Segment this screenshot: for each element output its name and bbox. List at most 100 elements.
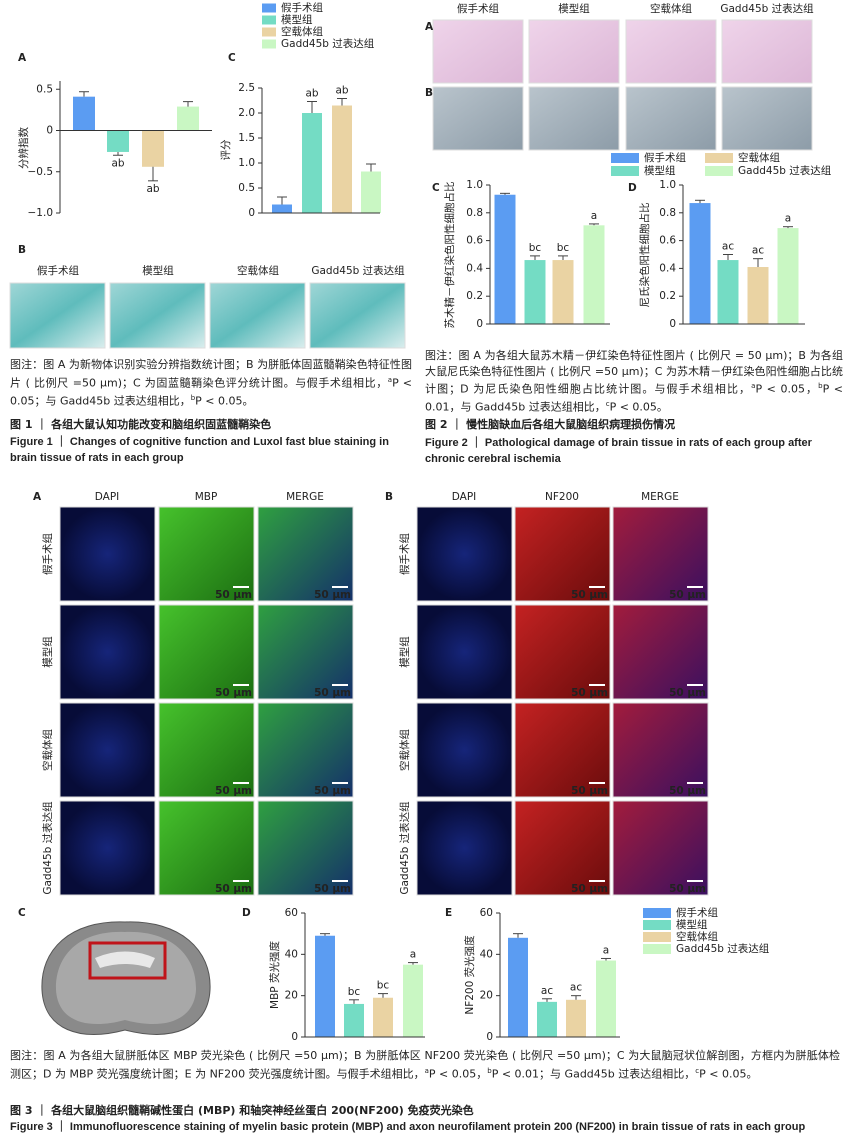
micrograph: [158, 604, 255, 700]
bar: [332, 105, 352, 213]
caption-superscript: a: [387, 375, 393, 384]
image-label: 模型组: [142, 264, 174, 277]
panel-letter: D: [628, 182, 637, 194]
caption: 图注：图 A 为各组大鼠胼胝体区 MBP 荧光染色 ( 比例尺 =50 μm)；…: [10, 1048, 840, 1082]
y-tick-label: 2.5: [238, 82, 255, 94]
micrograph: [514, 604, 611, 700]
significance-label: bc: [529, 242, 542, 254]
caption-superscript: a: [424, 1066, 429, 1075]
legend-swatch: [643, 944, 671, 954]
bar: [107, 130, 129, 152]
y-tick-label: 1.5: [238, 132, 255, 144]
panel-letter: C: [18, 907, 26, 919]
y-tick-label: 0: [248, 207, 255, 219]
caption-superscript: c: [695, 1066, 700, 1075]
scale-bar-label: 50 μm: [669, 589, 706, 601]
scale-bar-label: 50 μm: [215, 883, 252, 895]
caption-superscript: c: [605, 400, 610, 409]
channel-label: DAPI: [95, 491, 120, 503]
scale-bar-label: 50 μm: [314, 785, 351, 797]
significance-label: a: [603, 944, 609, 956]
legend-label: 空载体组: [676, 930, 718, 943]
caption-text: P < 0.05。: [609, 400, 668, 414]
y-tick-label: 0.2: [466, 290, 483, 302]
caption-text: 图注：图 A 为新物体识别实验分辨指数统计图；B 为胼胝体固蓝髓鞘染色特征性图片…: [10, 358, 412, 390]
legend-label: 假手术组: [676, 906, 718, 919]
micrograph: [416, 800, 513, 896]
scale-bar-label: 50 μm: [571, 589, 608, 601]
row-label: 空载体组: [41, 729, 54, 771]
y-tick-label: 20: [480, 990, 493, 1002]
significance-label: bc: [348, 986, 361, 998]
significance-label: bc: [557, 242, 570, 254]
y-tick-label: 0.8: [659, 207, 676, 219]
row-label: Gadd45b 过表达组: [398, 801, 411, 895]
figure-title-zh: 图 2 ｜ 慢性脑缺血后各组大鼠脑组织病理损伤情况: [425, 418, 676, 431]
significance-label: ab: [335, 85, 348, 97]
bar: [302, 113, 322, 213]
micrograph: [625, 86, 717, 151]
caption-text: P < 0.05，: [755, 382, 819, 396]
legend-swatch: [643, 932, 671, 942]
bar: [566, 999, 586, 1037]
legend-swatch: [611, 166, 639, 176]
y-axis-label: NF200 荧光强度: [463, 935, 476, 1015]
micrograph: [432, 19, 524, 84]
y-tick-label: 60: [285, 907, 298, 919]
micrograph: [158, 702, 255, 798]
panel-letter: A: [425, 21, 434, 33]
bar: [73, 96, 95, 131]
panel-letter: B: [425, 87, 433, 99]
row-label: 假手术组: [398, 533, 411, 575]
scale-bar-label: 50 μm: [669, 687, 706, 699]
scale-bar-label: 50 μm: [571, 785, 608, 797]
legend-label: 假手术组: [281, 1, 323, 14]
micrograph: [612, 702, 709, 798]
caption-superscript: b: [818, 382, 823, 390]
column-label: Gadd45b 过表达组: [720, 2, 814, 15]
micrograph: [9, 282, 106, 349]
bar: [777, 228, 799, 324]
panel-letter: C: [228, 52, 236, 64]
micrograph: [158, 506, 255, 602]
legend-label: 模型组: [644, 164, 676, 177]
micrograph: [416, 506, 513, 602]
y-tick-label: −0.5: [28, 166, 54, 178]
y-tick-label: 0: [476, 318, 483, 330]
micrograph: [209, 282, 306, 349]
caption-text: 图注：图 A 为各组大鼠苏木精－伊红染色特征性图片 ( 比例尺 = 50 μm)…: [425, 349, 843, 396]
bar: [747, 267, 769, 324]
caption-superscript: b: [487, 1066, 492, 1075]
legend-swatch: [611, 153, 639, 163]
y-tick-label: 0.8: [466, 207, 483, 219]
micrograph: [257, 506, 354, 602]
significance-label: ac: [570, 982, 582, 994]
y-tick-label: 0: [46, 125, 53, 137]
micrograph: [109, 282, 206, 349]
micrograph: [257, 800, 354, 896]
y-tick-label: 0: [291, 1031, 298, 1043]
y-tick-label: 0: [486, 1031, 493, 1043]
micrograph: [158, 800, 255, 896]
significance-label: a: [785, 213, 791, 225]
caption-text: P < 0.01；与 Gadd45b 过表达组相比，: [491, 1067, 696, 1081]
micrograph: [59, 800, 156, 896]
channel-label: MERGE: [286, 491, 324, 503]
significance-label: ab: [305, 88, 318, 100]
column-label: 假手术组: [457, 2, 499, 15]
micrograph: [528, 19, 620, 84]
micrograph: [612, 800, 709, 896]
caption-text: P < 0.05，: [428, 1067, 488, 1081]
panel-letter: A: [33, 491, 42, 503]
legend-swatch: [643, 908, 671, 918]
y-tick-label: 0.6: [659, 235, 676, 247]
caption: 图注：图 A 为各组大鼠苏木精－伊红染色特征性图片 ( 比例尺 = 50 μm)…: [425, 348, 843, 415]
micrograph: [59, 702, 156, 798]
scale-bar-label: 50 μm: [215, 687, 252, 699]
caption-superscript: a: [751, 382, 756, 390]
micrograph: [257, 604, 354, 700]
caption-text: P < 0.05。: [195, 394, 254, 408]
y-axis-label: 尼氏染色阳性细胞占比: [638, 203, 651, 308]
y-tick-label: 1.0: [659, 179, 676, 191]
